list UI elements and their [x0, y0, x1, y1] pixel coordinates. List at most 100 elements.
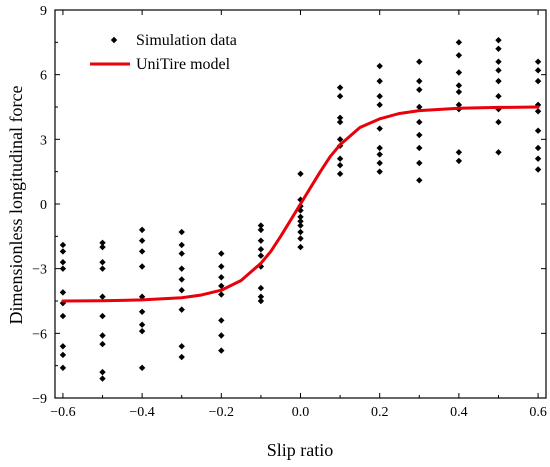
- data-point: [534, 144, 542, 152]
- data-point: [59, 241, 67, 249]
- x-tick-label: 0.4: [450, 405, 468, 420]
- unitire-model-line: [61, 105, 540, 303]
- data-point: [376, 93, 383, 100]
- data-point: [178, 265, 185, 272]
- data-point: [495, 149, 502, 156]
- data-point: [178, 343, 185, 350]
- data-point: [99, 293, 106, 300]
- data-point: [495, 118, 502, 126]
- x-tick-label: 0.0: [292, 405, 310, 420]
- data-point: [257, 252, 265, 259]
- y-tick-label: −3: [32, 263, 47, 278]
- data-point: [138, 308, 146, 315]
- line-series: [61, 105, 540, 303]
- y-axis-label: Dimensionless longitudinal force: [6, 86, 26, 325]
- data-point: [218, 332, 225, 339]
- data-point: [376, 159, 383, 167]
- scatter-series: [59, 36, 542, 382]
- data-point: [455, 39, 463, 46]
- data-point: [376, 125, 383, 132]
- data-point: [455, 88, 463, 96]
- data-point: [534, 77, 542, 85]
- data-point: [99, 243, 106, 251]
- data-point: [455, 82, 463, 89]
- data-point: [257, 284, 265, 292]
- data-point: [218, 317, 225, 324]
- data-point: [416, 86, 423, 93]
- data-point: [99, 332, 106, 339]
- data-point: [297, 235, 304, 242]
- data-point: [534, 58, 542, 65]
- data-point: [218, 347, 225, 354]
- data-point: [336, 162, 344, 169]
- data-point: [336, 114, 344, 121]
- y-tick-label: −9: [32, 392, 47, 407]
- data-point: [218, 282, 225, 290]
- data-point: [99, 375, 106, 382]
- data-point: [178, 276, 185, 283]
- data-point: [99, 312, 106, 320]
- y-tick-label: 0: [40, 198, 47, 213]
- data-point: [495, 58, 502, 65]
- data-point: [297, 218, 304, 225]
- data-point: [99, 368, 106, 376]
- data-point: [297, 170, 304, 178]
- data-point: [59, 351, 67, 359]
- data-point: [416, 159, 423, 167]
- data-point: [59, 259, 67, 266]
- data-point: [297, 222, 304, 229]
- legend-label-unitire-model: UniTire model: [136, 56, 231, 73]
- data-point: [495, 77, 502, 85]
- data-point: [257, 293, 265, 300]
- data-point: [376, 101, 383, 109]
- data-point: [297, 213, 304, 221]
- y-tick-label: −6: [32, 327, 47, 342]
- y-tick-label: 3: [40, 133, 47, 148]
- data-point: [455, 157, 463, 165]
- y-tick-label: 9: [40, 4, 47, 19]
- data-point: [534, 67, 542, 74]
- x-tick-label: 0.2: [371, 405, 389, 420]
- data-point: [178, 250, 185, 257]
- data-point: [534, 166, 542, 173]
- data-point: [336, 84, 344, 91]
- data-point: [455, 52, 463, 59]
- data-point: [376, 168, 383, 175]
- data-point: [138, 263, 146, 270]
- data-point: [218, 250, 225, 257]
- x-tick-label: 0.6: [529, 405, 547, 420]
- data-point: [178, 287, 185, 294]
- data-point: [416, 177, 423, 184]
- data-point: [336, 93, 344, 100]
- x-axis-ticks: −0.6 −0.4 −0.2 0.0 0.2 0.4 0.6: [50, 10, 547, 420]
- data-point: [138, 226, 146, 234]
- x-tick-label: −0.4: [129, 405, 154, 420]
- data-point: [178, 306, 185, 313]
- x-axis-label: Slip ratio: [267, 440, 334, 460]
- data-point: [336, 170, 344, 178]
- data-point: [138, 321, 146, 328]
- data-point: [336, 155, 344, 162]
- data-point: [59, 312, 67, 320]
- data-point: [59, 265, 67, 272]
- data-point: [416, 131, 423, 139]
- data-point: [257, 222, 265, 229]
- data-point: [218, 291, 225, 298]
- data-point: [534, 101, 542, 109]
- data-point: [376, 77, 383, 85]
- data-point: [59, 343, 67, 350]
- data-point: [336, 136, 344, 143]
- data-point: [495, 67, 502, 74]
- data-point: [99, 340, 106, 348]
- data-point: [416, 58, 423, 65]
- data-point: [416, 77, 423, 85]
- data-point: [336, 118, 344, 126]
- data-point: [495, 93, 502, 100]
- data-point: [59, 364, 67, 372]
- y-tick-label: 6: [40, 69, 47, 84]
- data-point: [257, 297, 265, 305]
- data-point: [257, 226, 265, 234]
- data-point: [416, 103, 423, 111]
- data-point: [99, 259, 106, 266]
